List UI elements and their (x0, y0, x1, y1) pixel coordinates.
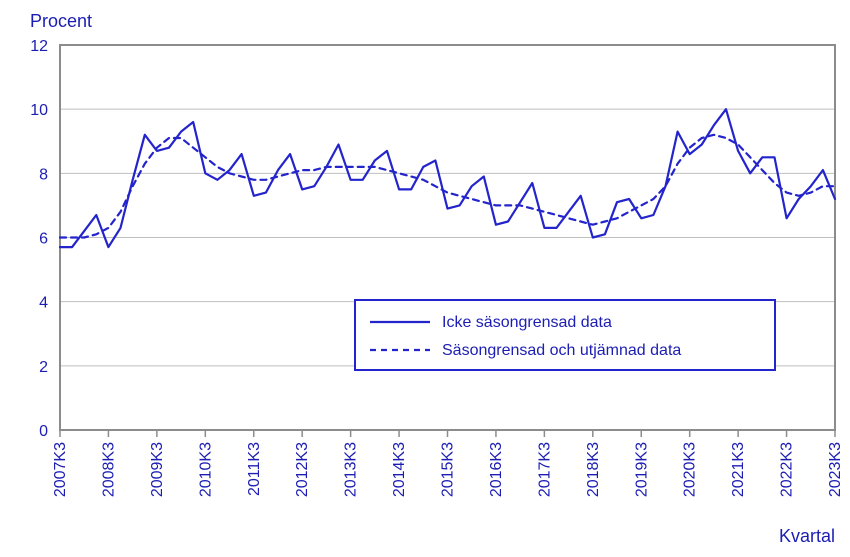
y-tick-label: 6 (39, 231, 48, 248)
x-tick-label: 2013K3 (343, 442, 360, 497)
x-tick-label: 2012K3 (294, 442, 311, 497)
y-tick-label: 8 (39, 166, 48, 183)
legend-box (355, 300, 775, 370)
y-tick-label: 10 (30, 102, 48, 119)
x-axis-label: Kvartal (779, 526, 835, 546)
x-tick-label: 2009K3 (149, 442, 166, 497)
x-tick-label: 2015K3 (440, 442, 457, 497)
x-tick-label: 2014K3 (391, 442, 408, 497)
x-tick-label: 2020K3 (682, 442, 699, 497)
x-tick-label: 2019K3 (633, 442, 650, 497)
x-tick-label: 2010K3 (197, 442, 214, 497)
chart-container: 0 2 4 6 8 10 12 2007K3 2008K3 2009K3 2010K3 2011K3 2… (0, 0, 850, 557)
y-axis-label: Procent (30, 11, 92, 31)
x-tick-label: 2017K3 (536, 442, 553, 497)
line-chart: 0 2 4 6 8 10 12 2007K3 2008K3 2009K3 2010K3 2011K3 2… (0, 0, 850, 557)
x-tick-label: 2008K3 (100, 442, 117, 497)
y-tick-label: 2 (39, 359, 48, 376)
x-tick-label: 2018K3 (585, 442, 602, 497)
y-tick-label: 0 (39, 423, 48, 440)
x-tick-label: 2022K3 (779, 442, 796, 497)
x-tick-label: 2023K3 (827, 442, 844, 497)
y-tick-label: 12 (30, 38, 48, 55)
x-tick-label: 2011K3 (246, 442, 263, 496)
y-tick-label: 4 (39, 295, 48, 312)
legend-label: Icke säsongrensad data (442, 314, 612, 331)
x-tick-label: 2016K3 (488, 442, 505, 497)
legend-label: Säsongrensad och utjämnad data (442, 342, 681, 359)
x-tick-label: 2007K3 (52, 442, 69, 497)
x-tick-label: 2021K3 (730, 442, 747, 497)
